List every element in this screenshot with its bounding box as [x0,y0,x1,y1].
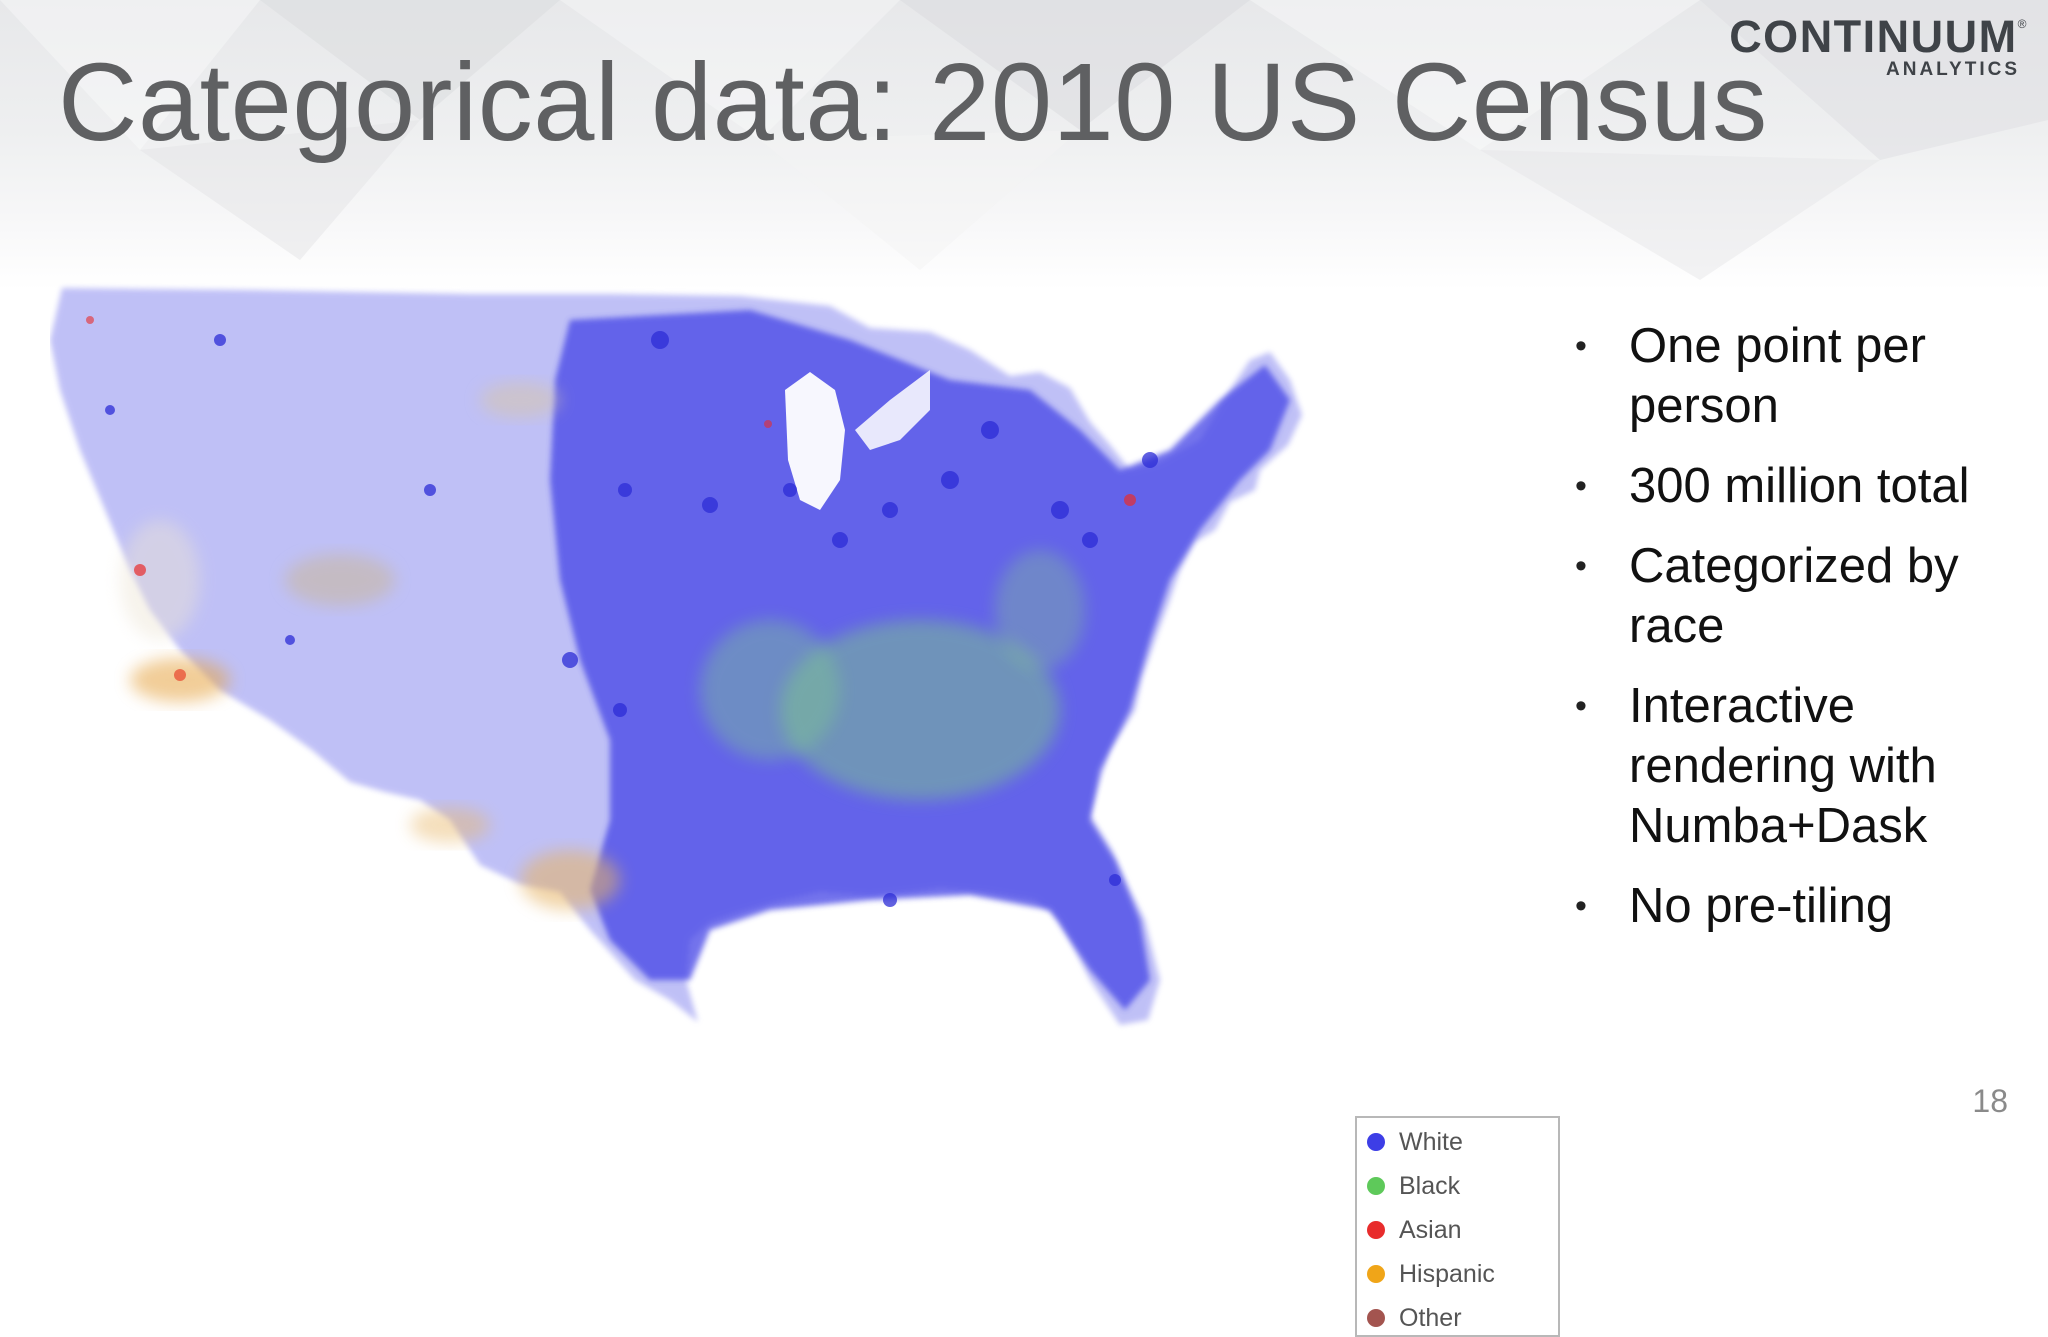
legend-item-black: Black [1367,1168,1460,1204]
bullet-marker: • [1575,467,1587,505]
bullet-marker: • [1575,327,1587,365]
us-map-image [50,288,1302,1025]
utah-sparse-area [285,554,395,606]
southeast-black-population [780,620,1060,800]
legend-dot-asian [1367,1221,1385,1239]
legend-item-other: Other [1367,1300,1462,1336]
page-number: 18 [1972,1083,2008,1119]
logo-wordmark: CONTINUUM® [1729,11,2028,62]
legend-dot-white [1367,1133,1385,1151]
sf-asian-cluster [134,564,146,576]
bullet-item: • One point per person [1575,316,2015,436]
logo-subtitle: ANALYTICS [1886,59,2020,80]
bullet-marker: • [1575,887,1587,925]
header-background [0,0,2048,290]
bullet-item: • 300 million total [1575,456,2015,516]
nyc-asian-cluster [1124,494,1136,506]
legend-item-hispanic: Hispanic [1367,1256,1495,1292]
census-dot-map: White Black Asian Hispanic Other [50,280,1560,1337]
company-logo: CONTINUUM® ANALYTICS [1698,14,2028,81]
texas-south-hispanic [520,850,620,910]
legend-item-asian: Asian [1367,1212,1462,1248]
legend-dot-black [1367,1177,1385,1195]
map-legend: White Black Asian Hispanic Other [1355,1116,1560,1337]
lake-michigan [785,372,845,510]
header-polygon-pattern [0,0,2048,280]
legend-dot-other [1367,1309,1385,1327]
bullet-marker: • [1575,687,1587,725]
legend-dot-hispanic [1367,1265,1385,1283]
bullet-item: • No pre-tiling [1575,876,2015,936]
bullet-list: • One point per person • 300 million tot… [1575,316,2015,956]
lake-erie [855,370,930,450]
bullet-marker: • [1575,547,1587,585]
slide-title: Categorical data: 2010 US Census [58,41,1768,164]
legend-item-white: White [1367,1124,1463,1160]
bullet-item: • Interactive rendering with Numba+Dask [1575,676,2015,856]
bullet-item: • Categorized by race [1575,536,2015,656]
